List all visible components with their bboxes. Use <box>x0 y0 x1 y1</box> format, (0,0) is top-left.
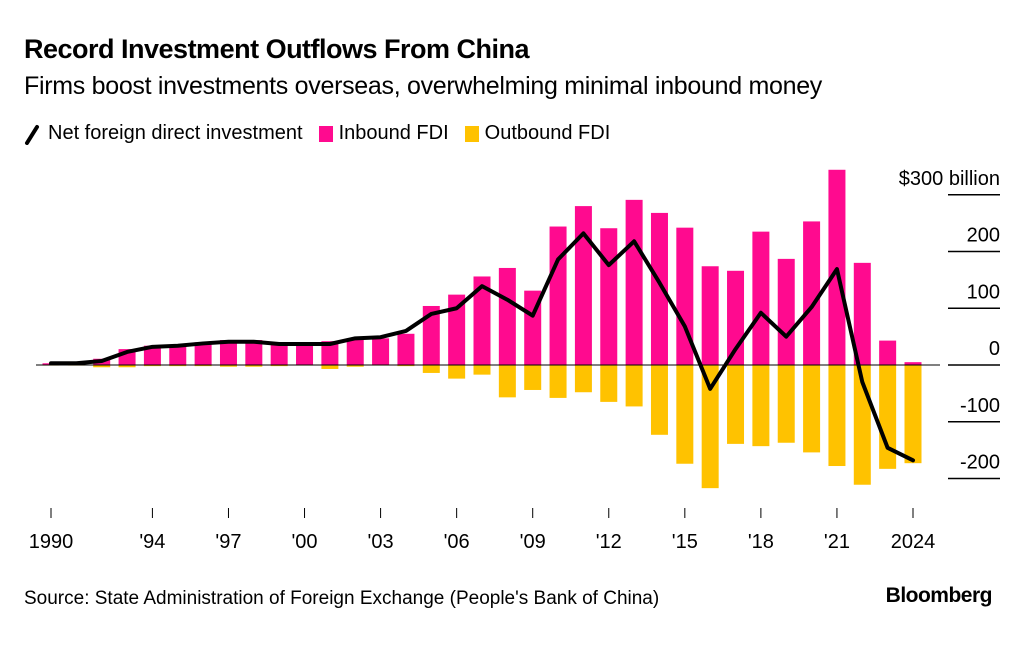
legend-item-outbound: Outbound FDI <box>464 122 611 145</box>
legend: Net foreign direct investment Inbound FD… <box>24 122 626 145</box>
inbound-bar <box>143 345 161 365</box>
x-tick-label: '09 <box>520 531 546 553</box>
inbound-bar <box>448 294 466 365</box>
outbound-swatch-icon <box>464 125 479 142</box>
inbound-bar <box>270 343 288 365</box>
outbound-bar <box>448 365 466 379</box>
inbound-bar <box>803 221 821 365</box>
x-tick-label: '21 <box>824 531 850 553</box>
inbound-bar <box>650 212 668 365</box>
outbound-bar <box>752 365 770 447</box>
x-tick-label: '06 <box>444 531 470 553</box>
outbound-bar <box>676 365 694 464</box>
outbound-bar <box>93 365 111 368</box>
outbound-bar <box>600 365 618 402</box>
inbound-bar <box>904 362 922 365</box>
inbound-bar <box>879 340 897 365</box>
x-tick-label: '03 <box>368 531 394 553</box>
outbound-bar <box>194 365 212 367</box>
chart-title: Record Investment Outflows From China <box>24 34 530 64</box>
outbound-bar <box>270 365 288 367</box>
legend-label-net: Net foreign direct investment <box>48 122 303 144</box>
inbound-bar <box>219 340 237 365</box>
brand-logo: Bloomberg <box>885 584 993 607</box>
inbound-bar <box>321 341 339 365</box>
inbound-bar <box>194 342 212 365</box>
y-tick-label: 100 <box>967 281 1000 303</box>
inbound-bar <box>676 227 694 365</box>
legend-label-inbound: Inbound FDI <box>338 122 449 144</box>
inbound-bar <box>372 338 390 365</box>
inbound-bar <box>422 305 440 365</box>
inbound-bar <box>346 338 364 365</box>
chart-subtitle: Firms boost investments overseas, overwh… <box>24 72 822 100</box>
inbound-bar <box>600 228 618 365</box>
outbound-bar <box>118 365 136 368</box>
inbound-bar <box>473 276 491 365</box>
inbound-bar <box>574 206 592 365</box>
outbound-bar <box>321 365 339 369</box>
inbound-bar <box>701 266 719 365</box>
outbound-bar <box>473 365 491 375</box>
x-tick-label: '94 <box>139 531 165 553</box>
legend-item-net: Net foreign direct investment <box>24 122 303 145</box>
x-tick-label: '15 <box>672 531 698 553</box>
y-tick-label: 0 <box>989 338 1000 360</box>
outbound-bar <box>701 365 719 489</box>
outbound-bar <box>803 365 821 453</box>
inbound-bar <box>853 262 871 365</box>
source-note: Source: State Administration of Foreign … <box>24 588 660 609</box>
inbound-swatch-icon <box>318 125 333 142</box>
y-tick-label: -200 <box>960 452 1000 474</box>
outbound-bar <box>219 365 237 367</box>
inbound-bar <box>549 226 567 365</box>
outbound-bar <box>498 365 516 398</box>
outbound-bar <box>625 365 643 407</box>
inbound-bar <box>625 199 643 365</box>
y-tick-label: -100 <box>960 395 1000 417</box>
y-tick-label: $300 billion <box>899 168 1000 190</box>
x-tick-label: '18 <box>748 531 774 553</box>
outbound-bar <box>346 365 364 367</box>
inbound-bar <box>245 340 263 365</box>
y-tick-label: 200 <box>967 225 1000 247</box>
x-tick-label: 1990 <box>29 531 74 553</box>
inbound-bar <box>169 344 187 365</box>
outbound-bar <box>777 365 795 443</box>
outbound-bar <box>169 365 187 367</box>
outbound-bar <box>904 365 922 464</box>
outbound-bar <box>650 365 668 435</box>
inbound-bar <box>777 258 795 365</box>
x-tick-label: '12 <box>596 531 622 553</box>
x-tick-label: 2024 <box>891 531 936 553</box>
legend-item-inbound: Inbound FDI <box>318 122 449 145</box>
outbound-bar <box>549 365 567 398</box>
outbound-bar <box>574 365 592 393</box>
x-tick-label: '00 <box>291 531 317 553</box>
outbound-bar <box>397 365 415 367</box>
outbound-bar <box>143 365 161 367</box>
outbound-bar <box>245 365 263 367</box>
outbound-bar <box>422 365 440 373</box>
x-tick-label: '97 <box>215 531 241 553</box>
net-fdi-line <box>49 231 915 463</box>
inbound-bar <box>296 343 314 365</box>
inbound-bar <box>397 333 415 365</box>
outbound-bar <box>879 365 897 469</box>
outbound-bar <box>524 365 542 390</box>
outbound-bar <box>828 365 846 467</box>
inbound-bar <box>752 231 770 365</box>
inbound-bar <box>498 267 516 365</box>
legend-label-outbound: Outbound FDI <box>484 122 611 144</box>
outbound-bar <box>727 365 745 444</box>
line-swatch-icon <box>25 124 39 145</box>
